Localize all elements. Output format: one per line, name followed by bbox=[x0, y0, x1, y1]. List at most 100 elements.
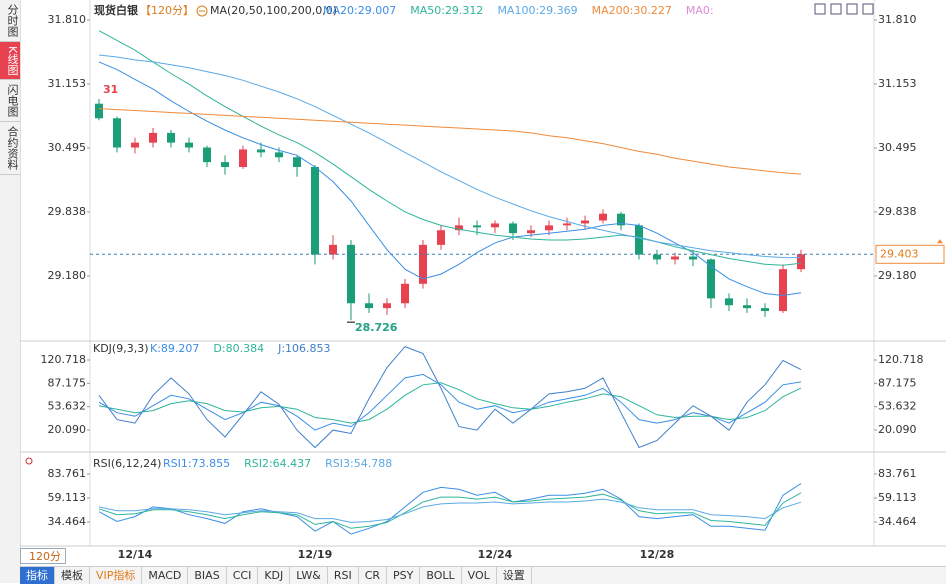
y-tick-label-right: 34.464 bbox=[878, 515, 917, 528]
y-tick-label-right: 31.810 bbox=[878, 13, 917, 26]
candle-body bbox=[311, 166, 319, 255]
candle-body bbox=[761, 308, 769, 312]
candle-body bbox=[671, 256, 679, 260]
y-tick-label-right: 30.495 bbox=[878, 141, 917, 154]
candle-body bbox=[527, 230, 535, 234]
sidebar-tab[interactable]: 闪电图 bbox=[0, 80, 20, 123]
period-selector[interactable]: 120分 bbox=[20, 548, 66, 564]
bottom-tab[interactable]: KDJ bbox=[258, 567, 291, 584]
candle-body bbox=[401, 283, 409, 304]
legend-entry: RSI2:64.437 bbox=[244, 457, 311, 470]
candle-body bbox=[419, 244, 427, 284]
settings-icon[interactable] bbox=[25, 457, 33, 465]
candle-body bbox=[239, 149, 247, 167]
legend-entry: J:106.853 bbox=[277, 342, 330, 355]
y-tick-label: 20.090 bbox=[48, 423, 87, 436]
sidebar-tab[interactable]: 分时图 bbox=[0, 0, 20, 42]
current-price-label: 29.403 bbox=[880, 247, 919, 260]
price-arrow bbox=[937, 239, 943, 244]
y-tick-label: 30.495 bbox=[48, 141, 87, 154]
candle-body bbox=[149, 132, 157, 143]
candle-body bbox=[743, 305, 751, 309]
x-tick-label: 12/19 bbox=[298, 548, 333, 561]
series-line bbox=[98, 108, 802, 175]
series-line bbox=[98, 498, 802, 523]
candle-body bbox=[491, 223, 499, 228]
candle-body bbox=[167, 132, 175, 143]
candle-body bbox=[455, 225, 463, 231]
toolbar-icons[interactable] bbox=[814, 3, 874, 15]
low-label: 28.726 bbox=[355, 321, 398, 334]
bottom-tab[interactable]: VOL bbox=[462, 567, 497, 584]
y-tick-label: 34.464 bbox=[48, 515, 87, 528]
bottom-tab[interactable]: 设置 bbox=[497, 567, 532, 584]
bottom-tab[interactable]: 模板 bbox=[55, 567, 90, 584]
ma-params: MA(20,50,100,200,0,0) bbox=[210, 4, 337, 17]
y-tick-label: 31.810 bbox=[48, 13, 87, 26]
bottom-tab[interactable]: 指标 bbox=[20, 567, 55, 584]
y-tick-label: 59.113 bbox=[48, 491, 87, 504]
candle-body bbox=[383, 303, 391, 309]
series-line bbox=[98, 373, 802, 431]
y-tick-label-right: 53.632 bbox=[878, 400, 917, 413]
current-price-box bbox=[875, 244, 945, 264]
candle-body bbox=[437, 230, 445, 245]
candle-body bbox=[113, 118, 121, 148]
candle-body bbox=[221, 162, 229, 167]
candle-body bbox=[635, 225, 643, 255]
legend-entry: RSI1:73.855 bbox=[163, 457, 230, 470]
bottom-tabs: 指标 模板 VIP指标 MACD BIAS CCI KDJ LW& RSI CR PSY BOLL VO… bbox=[20, 566, 946, 584]
y-tick-label: 83.761 bbox=[48, 467, 87, 480]
sidebar-tab[interactable]: K线图 bbox=[0, 42, 20, 81]
sidebar-tab[interactable]: 合约资料 bbox=[0, 122, 20, 176]
legend-entry: MA100:29.369 bbox=[497, 4, 577, 17]
y-tick-label: 29.180 bbox=[48, 269, 87, 282]
y-tick-label: 29.838 bbox=[48, 205, 87, 218]
candle-body bbox=[779, 269, 787, 312]
y-tick-label-right: 83.761 bbox=[878, 467, 917, 480]
x-tick-label: 12/28 bbox=[640, 548, 675, 561]
y-tick-label: 87.175 bbox=[48, 376, 87, 389]
series-line bbox=[98, 61, 802, 297]
series-line bbox=[98, 483, 802, 535]
kdj-title: KDJ(9,3,3) bbox=[93, 342, 149, 355]
candle-body bbox=[581, 220, 589, 224]
candle-body bbox=[329, 244, 337, 255]
period-label: 【120分】 bbox=[140, 4, 194, 17]
low-label: 28.726 bbox=[355, 321, 398, 334]
y-tick-label-right: 31.153 bbox=[878, 77, 917, 90]
bottom-tab[interactable]: BIAS bbox=[188, 567, 227, 584]
legend-entry: MA0: bbox=[686, 4, 714, 17]
y-tick-label-right: 20.090 bbox=[878, 423, 917, 436]
bottom-tab[interactable]: LW& bbox=[290, 567, 328, 584]
legend-entry: K:89.207 bbox=[150, 342, 199, 355]
candle-body bbox=[653, 254, 661, 260]
y-tick-label: 53.632 bbox=[48, 400, 87, 413]
bottom-tab[interactable]: CR bbox=[359, 567, 388, 584]
candle-body bbox=[347, 244, 355, 304]
bottom-tab[interactable]: CCI bbox=[227, 567, 259, 584]
candle-body bbox=[95, 103, 103, 119]
bottom-tab[interactable]: RSI bbox=[328, 567, 359, 584]
series-line bbox=[98, 492, 802, 529]
candle-body bbox=[725, 298, 733, 306]
legend-entry: MA20:29.007 bbox=[323, 4, 396, 17]
y-tick-label: 120.718 bbox=[41, 353, 87, 366]
candle-body bbox=[689, 256, 697, 260]
candle-body bbox=[185, 142, 193, 148]
candle-body bbox=[707, 259, 715, 299]
y-tick-label-right: 59.113 bbox=[878, 491, 917, 504]
x-tick-label: 12/14 bbox=[118, 548, 153, 561]
bottom-tab[interactable]: PSY bbox=[387, 567, 421, 584]
legend-entry: MA200:30.227 bbox=[592, 4, 672, 17]
x-tick-label: 12/24 bbox=[478, 548, 513, 561]
candle-body bbox=[599, 213, 607, 221]
candle-body bbox=[275, 152, 283, 158]
bottom-tab[interactable]: MACD bbox=[142, 567, 189, 584]
bottom-tab[interactable]: VIP指标 bbox=[90, 567, 143, 584]
legend-entry: D:80.384 bbox=[213, 342, 264, 355]
bottom-tab[interactable]: BOLL bbox=[420, 567, 462, 584]
candle-body bbox=[617, 213, 625, 226]
candle-body bbox=[509, 223, 517, 234]
